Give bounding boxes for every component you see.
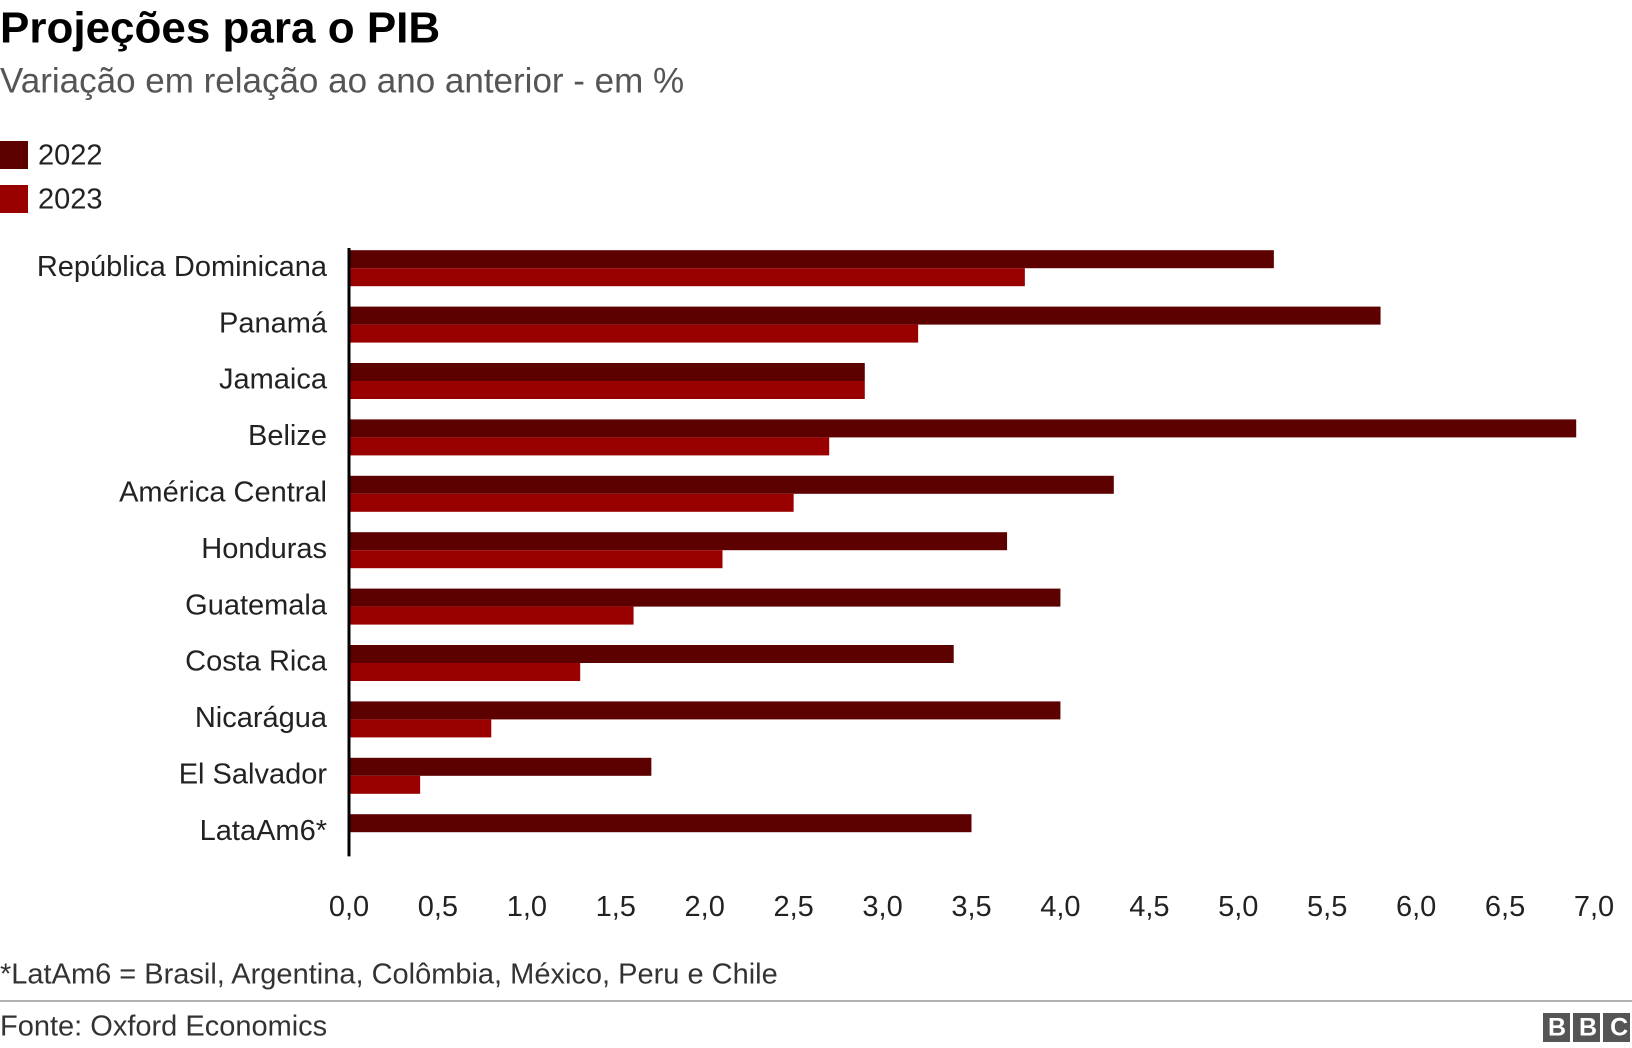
bar (349, 645, 954, 663)
chart-title: Projeções para o PIB (0, 4, 440, 53)
bar (349, 775, 421, 794)
bar (349, 588, 1061, 607)
bar (349, 606, 634, 625)
x-tick-label: 5,0 (1218, 891, 1258, 923)
x-tick-label: 1,0 (507, 891, 547, 923)
legend-label: 2023 (38, 184, 103, 216)
bar (349, 550, 723, 569)
x-tick-label: 3,5 (951, 891, 991, 923)
x-tick-label: 5,5 (1307, 891, 1347, 923)
y-tick-label: Jamaica (219, 364, 328, 396)
x-tick-label: 6,5 (1485, 891, 1525, 923)
x-tick-label: 0,5 (418, 891, 458, 923)
x-tick-label: 2,5 (773, 891, 813, 923)
bar (349, 475, 1114, 494)
bar (349, 663, 581, 681)
x-tick-label: 2,0 (685, 891, 725, 923)
chart-subtitle: Variação em relação ao ano anterior - em… (0, 61, 684, 100)
legend-swatch (0, 185, 28, 213)
bar (349, 324, 919, 343)
bar (349, 814, 972, 833)
logo-boxes (1543, 1013, 1630, 1042)
y-tick-label: América Central (119, 476, 327, 508)
x-tick-label: 4,5 (1129, 891, 1169, 923)
x-tick-label: 3,0 (862, 891, 902, 923)
x-tick-label: 6,0 (1396, 891, 1436, 923)
y-tick-label: Nicarágua (195, 702, 328, 734)
bar (349, 493, 794, 512)
x-tick-label: 7,0 (1574, 891, 1614, 923)
y-tick-label: LataAm6* (200, 815, 327, 847)
legend-label: 2022 (38, 140, 103, 172)
source: Fonte: Oxford Economics (0, 1011, 327, 1043)
x-tick-label: 4,0 (1040, 891, 1080, 923)
logo: BBC (1548, 1014, 1632, 1042)
bar (349, 268, 1025, 287)
bar (349, 701, 1061, 720)
x-tick-label: 1,5 (596, 891, 636, 923)
x-tick-label: 0,0 (329, 891, 369, 923)
y-tick-label: Belize (248, 420, 327, 452)
footnote: *LatAm6 = Brasil, Argentina, Colômbia, M… (0, 959, 778, 991)
bar (349, 757, 652, 776)
y-tick-label: República Dominicana (37, 251, 328, 283)
bar (349, 437, 830, 456)
bar (349, 306, 1381, 325)
bar (349, 363, 865, 381)
y-tick-label: Guatemala (185, 589, 328, 621)
y-tick-label: Honduras (201, 533, 327, 565)
y-tick-label: Costa Rica (185, 646, 328, 678)
y-tick-label: El Salvador (179, 758, 328, 790)
bar (349, 719, 492, 738)
bar (349, 381, 865, 399)
bar (349, 250, 1274, 269)
legend-swatch (0, 141, 28, 169)
bar (349, 532, 1008, 551)
bar (349, 419, 1577, 438)
y-tick-label: Panamá (219, 307, 328, 339)
